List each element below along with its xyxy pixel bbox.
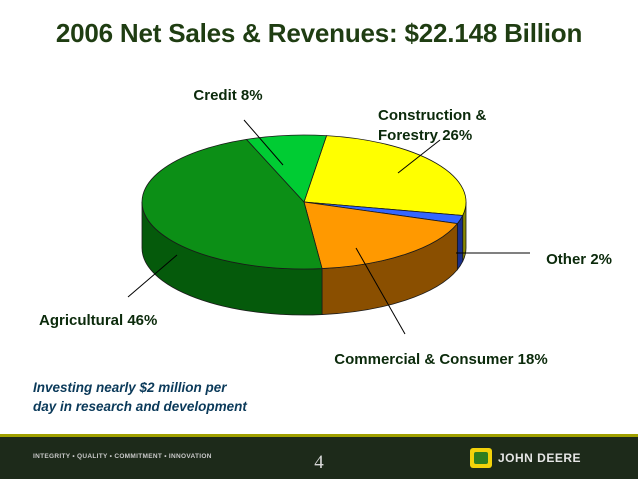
pie-chart: Construction & Forestry 26% Other 2% Commer… — [39, 87, 612, 368]
pie-slice-3 — [141, 138, 323, 270]
leader-line-2 — [355, 247, 406, 335]
pie-side-1 — [456, 215, 464, 271]
pie-top-group — [141, 134, 467, 270]
chart-title: 2006 Net Sales & Revenues: $22.148 Billi… — [55, 18, 583, 48]
research-note-line-1: Investing nearly $2 million per — [33, 380, 227, 395]
slice-label-4-0: Credit 8% — [193, 87, 262, 104]
pie-slice-2 — [303, 201, 459, 269]
deer-logo-icon — [470, 448, 492, 468]
slice-label-1-0: Other 2% — [546, 251, 612, 268]
slice-label-0-0: Construction & — [378, 107, 486, 124]
footer-stripe — [0, 434, 638, 437]
company-values: INTEGRITY • QUALITY • COMMITMENT • INNOV… — [33, 453, 212, 460]
brand-name: JOHN DEERE — [498, 451, 582, 465]
slice-label-3-0: Agricultural 46% — [39, 312, 157, 329]
leader-lines — [127, 119, 530, 335]
footer-bar: INTEGRITY • QUALITY • COMMITMENT • INNOV… — [0, 434, 638, 479]
research-note-line-2: day in research and development — [33, 399, 247, 414]
research-note: Investing nearly $2 million per day in r… — [33, 378, 293, 416]
john-deere-logo: JOHN DEERE — [470, 448, 600, 470]
leader-line-4 — [243, 119, 284, 166]
leader-line-3 — [127, 254, 178, 298]
slice-labels: Construction & Forestry 26% Other 2% Commer… — [39, 87, 612, 368]
leader-line-0 — [397, 139, 441, 174]
slice-label-2-0: Commercial & Consumer 18% — [334, 351, 547, 368]
page-number: 4 — [314, 452, 324, 473]
pie-slice-0 — [303, 135, 467, 216]
pie-slice-4 — [245, 134, 328, 203]
slice-label-0-1: Forestry 26% — [378, 127, 472, 144]
